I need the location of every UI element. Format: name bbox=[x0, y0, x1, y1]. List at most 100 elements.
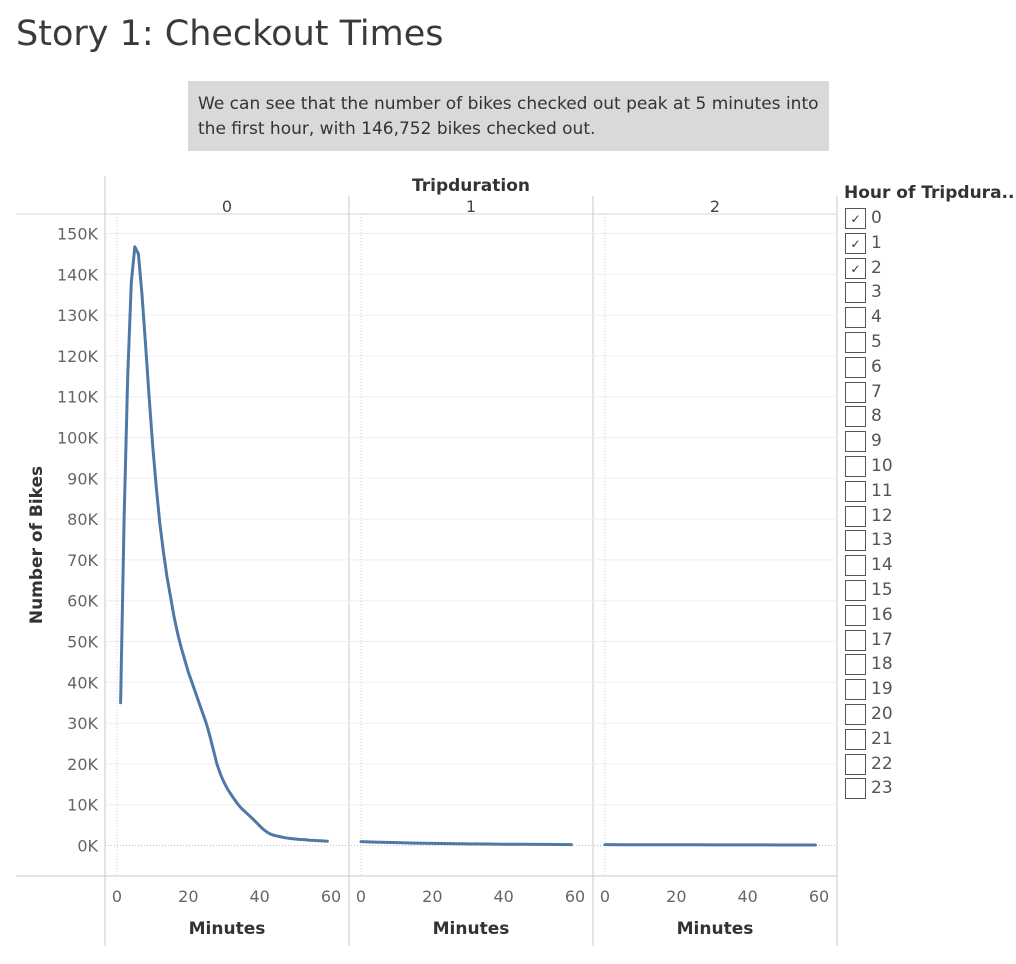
hour-label: 11 bbox=[871, 480, 893, 501]
hour-checkbox[interactable] bbox=[845, 778, 866, 800]
y-tick-label: 0K bbox=[77, 837, 98, 856]
hour-checkbox[interactable] bbox=[845, 530, 866, 552]
hour-checkbox[interactable] bbox=[845, 604, 866, 626]
legend-item-hour-17[interactable]: 17 bbox=[844, 628, 1014, 653]
legend-item-hour-3[interactable]: 3 bbox=[844, 280, 1014, 305]
chart-title: Tripduration bbox=[412, 176, 530, 196]
hour-checkbox[interactable] bbox=[845, 579, 866, 601]
legend-item-hour-23[interactable]: 23 bbox=[844, 776, 1014, 801]
hour-label: 2 bbox=[871, 257, 882, 278]
legend-item-hour-5[interactable]: 5 bbox=[844, 330, 1014, 355]
hour-checkbox[interactable] bbox=[845, 505, 866, 527]
x-tick-label: 20 bbox=[422, 887, 442, 906]
hour-checkbox[interactable] bbox=[845, 480, 866, 502]
hour-label: 9 bbox=[871, 431, 882, 452]
legend-item-hour-14[interactable]: 14 bbox=[844, 553, 1014, 578]
legend-item-hour-15[interactable]: 15 bbox=[844, 578, 1014, 603]
hour-checkbox-checked[interactable]: ✓ bbox=[845, 257, 866, 279]
y-tick-label: 130K bbox=[57, 306, 99, 325]
y-tick-label: 60K bbox=[67, 592, 98, 611]
legend-item-hour-19[interactable]: 19 bbox=[844, 677, 1014, 702]
hour-checkbox[interactable] bbox=[845, 381, 866, 403]
hour-checkbox[interactable] bbox=[845, 703, 866, 725]
hour-checkbox[interactable] bbox=[845, 356, 866, 378]
legend-item-hour-18[interactable]: 18 bbox=[844, 652, 1014, 677]
hour-label: 17 bbox=[871, 629, 893, 650]
x-axis-label: Minutes bbox=[433, 919, 510, 939]
hour-label: 8 bbox=[871, 406, 882, 427]
legend-item-hour-4[interactable]: 4 bbox=[844, 305, 1014, 330]
hour-checkbox[interactable] bbox=[845, 455, 866, 477]
legend-item-hour-7[interactable]: 7 bbox=[844, 380, 1014, 405]
legend-title: Hour of Tripdura.. bbox=[844, 183, 1015, 203]
x-tick-label: 60 bbox=[809, 887, 829, 906]
legend-item-hour-1[interactable]: ✓ 1 bbox=[844, 231, 1014, 256]
x-tick-label: 0 bbox=[600, 887, 610, 906]
hour-label: 19 bbox=[871, 679, 893, 700]
legend-item-hour-16[interactable]: 16 bbox=[844, 603, 1014, 628]
y-tick-label: 30K bbox=[67, 714, 98, 733]
x-axis-label: Minutes bbox=[189, 919, 266, 939]
x-tick-label: 40 bbox=[249, 887, 269, 906]
hour-label: 21 bbox=[871, 728, 893, 749]
hour-checkbox[interactable] bbox=[845, 679, 866, 701]
hour-label: 0 bbox=[871, 208, 882, 228]
chart-labels: Tripduration Number of Bikes 0K 10K 20K 30K… bbox=[27, 176, 829, 939]
x-tick-label: 40 bbox=[737, 887, 757, 906]
legend-item-hour-20[interactable]: 20 bbox=[844, 702, 1014, 727]
hour-checkbox[interactable] bbox=[845, 753, 866, 775]
y-tick-label: 40K bbox=[67, 673, 98, 692]
series-line-hour-0 bbox=[119, 245, 329, 843]
hour-label: 22 bbox=[871, 753, 893, 774]
legend-item-hour-21[interactable]: 21 bbox=[844, 727, 1014, 752]
y-tick-label: 150K bbox=[57, 225, 99, 244]
hour-checkbox[interactable] bbox=[845, 331, 866, 353]
hour-label: 6 bbox=[871, 356, 882, 377]
legend-item-hour-22[interactable]: 22 bbox=[844, 752, 1014, 777]
y-tick-label: 80K bbox=[67, 510, 98, 529]
legend-item-hour-13[interactable]: 13 bbox=[844, 528, 1014, 553]
legend-item-hour-12[interactable]: 12 bbox=[844, 504, 1014, 529]
panel-header-label: 0 bbox=[222, 197, 232, 216]
chart-series-lines bbox=[119, 245, 817, 847]
y-tick-label: 90K bbox=[67, 469, 98, 488]
hour-checkbox-checked[interactable]: ✓ bbox=[845, 208, 866, 229]
story-caption: We can see that the number of bikes chec… bbox=[188, 81, 829, 151]
hour-label: 3 bbox=[871, 282, 882, 303]
y-tick-label: 110K bbox=[57, 388, 99, 407]
hour-filter-legend: Hour of Tripdura.. ✓ 0 ✓ 1 ✓ 2 3 4 5 6 7 8 9 10 11 12 13… bbox=[844, 180, 1014, 801]
x-axis-label: Minutes bbox=[677, 919, 754, 939]
legend-items: ✓ 0 ✓ 1 ✓ 2 3 4 5 6 7 8 9 10 11 12 13 14 15 16 17 18 19 20 21 22 2… bbox=[844, 206, 1014, 801]
y-tick-label: 20K bbox=[67, 755, 98, 774]
legend-item-hour-2[interactable]: ✓ 2 bbox=[844, 256, 1014, 281]
legend-item-hour-0[interactable]: ✓ 0 bbox=[844, 206, 1014, 231]
y-tick-label: 10K bbox=[67, 796, 98, 815]
hour-checkbox[interactable] bbox=[845, 307, 866, 329]
x-tick-label: 20 bbox=[666, 887, 686, 906]
hour-checkbox[interactable] bbox=[845, 654, 866, 676]
chart-frame bbox=[16, 176, 838, 946]
hour-checkbox[interactable] bbox=[845, 555, 866, 577]
page-title: Story 1: Checkout Times bbox=[16, 14, 444, 54]
hour-label: 15 bbox=[871, 579, 893, 600]
hour-checkbox[interactable] bbox=[845, 406, 866, 428]
hour-label: 7 bbox=[871, 381, 882, 402]
series-line-hour-1 bbox=[359, 840, 573, 847]
hour-checkbox[interactable] bbox=[845, 282, 866, 304]
hour-label: 5 bbox=[871, 331, 882, 352]
legend-item-hour-10[interactable]: 10 bbox=[844, 454, 1014, 479]
hour-checkbox-checked[interactable]: ✓ bbox=[845, 232, 866, 254]
legend-item-hour-11[interactable]: 11 bbox=[844, 479, 1014, 504]
x-tick-label: 0 bbox=[112, 887, 122, 906]
hour-label: 23 bbox=[871, 778, 893, 799]
y-tick-label: 100K bbox=[57, 429, 99, 448]
hour-label: 1 bbox=[871, 232, 882, 253]
legend-item-hour-6[interactable]: 6 bbox=[844, 355, 1014, 380]
x-tick-label: 60 bbox=[565, 887, 585, 906]
hour-checkbox[interactable] bbox=[845, 728, 866, 750]
hour-checkbox[interactable] bbox=[845, 431, 866, 453]
legend-item-hour-9[interactable]: 9 bbox=[844, 429, 1014, 454]
hour-checkbox[interactable] bbox=[845, 629, 866, 651]
legend-item-hour-8[interactable]: 8 bbox=[844, 404, 1014, 429]
